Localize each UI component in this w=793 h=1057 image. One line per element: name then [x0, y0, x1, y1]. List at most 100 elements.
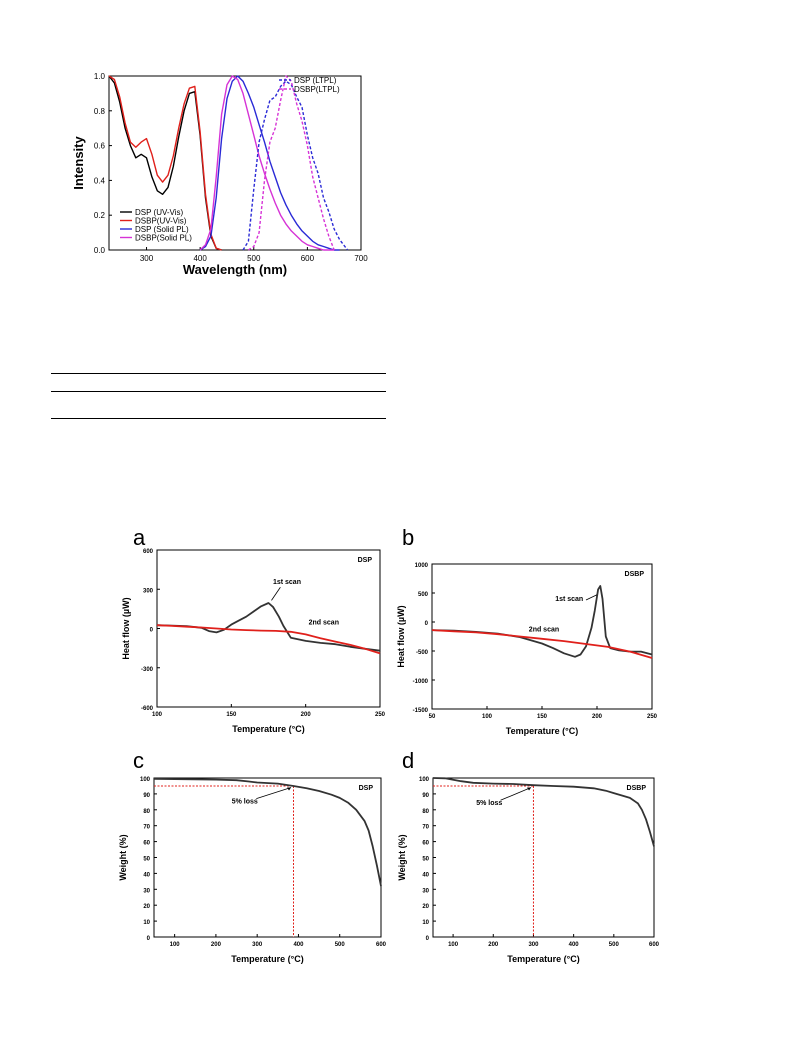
y-tick-label-d: 40 — [422, 872, 429, 878]
y-tick-label-c: 60 — [143, 841, 150, 847]
y-tick-label-c: 90 — [143, 793, 150, 799]
y-tick-label-d: 100 — [419, 777, 430, 783]
y-axis-label-a: Heat flow (µW) — [121, 597, 131, 659]
annotation-1st-scan-b: 1st scan — [555, 596, 583, 603]
x-tick-label-d: 500 — [609, 942, 620, 948]
y-axis-label-c: Weight (%) — [118, 834, 128, 880]
y-tick-label-b: -500 — [416, 650, 429, 656]
annotation-2nd-scan-b: 2nd scan — [529, 626, 559, 633]
x-tick-label-b: 250 — [647, 714, 658, 720]
x-tick-label-c: 300 — [252, 942, 263, 948]
x-tick-label-spectra: 600 — [301, 254, 315, 263]
x-tick-label-c: 400 — [293, 942, 304, 948]
table-top-rule — [51, 373, 386, 374]
x-tick-label-spectra: 500 — [247, 254, 261, 263]
series-line-spectra-1 — [108, 75, 222, 251]
legend-label-right-1: DSBP(LTPL) — [294, 85, 340, 94]
annotation-arrowhead-c — [287, 787, 292, 791]
x-axis-label-c: Temperature (°C) — [231, 954, 303, 964]
y-tick-label-d: 60 — [422, 841, 429, 847]
y-tick-label-a: 300 — [143, 588, 154, 594]
annotation-arrow-d — [500, 787, 532, 801]
legend-label-0: DSP (UV-Vis) — [135, 208, 183, 217]
x-tick-label-d: 200 — [488, 942, 499, 948]
y-tick-label-d: 10 — [422, 920, 429, 926]
chart-c: 100 200 300 400 500 600 0 10 20 30 40 50 60 70 80 90 100… — [118, 777, 387, 964]
chart-d: 100 200 300 400 500 600 0 10 20 30 40 50 60 70 80 90 100… — [397, 777, 660, 964]
y-tick-label-c: 100 — [140, 777, 151, 783]
x-tick-label-b: 50 — [429, 714, 436, 720]
annotation-loss-d: 5% loss — [476, 800, 502, 807]
x-tick-label-a: 250 — [375, 712, 386, 718]
y-tick-label-b: 500 — [418, 592, 429, 598]
x-tick-label-c: 600 — [376, 942, 387, 948]
series-line-spectra-5 — [248, 75, 335, 251]
series-line-b-0 — [431, 585, 653, 658]
legend-label-right-0: DSP (LTPL) — [294, 76, 337, 85]
series-line-c-0 — [153, 777, 382, 887]
annotation-arrow-b — [585, 594, 598, 601]
y-tick-label-c: 30 — [143, 888, 150, 894]
y-tick-label-spectra: 0.6 — [94, 142, 106, 151]
y-tick-label-d: 30 — [422, 888, 429, 894]
y-tick-label-b: -1500 — [413, 708, 429, 714]
x-tick-label-c: 100 — [170, 942, 181, 948]
y-tick-label-d: 20 — [422, 904, 429, 910]
panel-letter-b: b — [402, 525, 414, 550]
x-tick-label-a: 200 — [301, 712, 312, 718]
plot-frame-a — [156, 549, 381, 708]
y-tick-label-a: 0 — [150, 628, 154, 634]
annotation-arrow-a — [271, 587, 281, 601]
x-tick-label-spectra: 700 — [354, 254, 368, 263]
y-axis-label-spectra: Intensity — [71, 136, 86, 190]
x-tick-label-a: 100 — [152, 712, 163, 718]
plot-frame-spectra — [108, 75, 362, 251]
sample-label-d: DSBP — [627, 785, 647, 792]
series-line-spectra-3 — [199, 75, 335, 251]
x-axis-label-b: Temperature (°C) — [506, 726, 578, 736]
table-mid-rule — [51, 391, 386, 392]
y-tick-label-c: 10 — [143, 920, 150, 926]
chart-spectra: 300 400 500 600 700 0.0 0.2 0.4 0.6 0.8 1.0 Wavelen… — [71, 72, 368, 277]
x-axis-label-spectra: Wavelength (nm) — [183, 262, 287, 277]
y-tick-label-d: 70 — [422, 825, 429, 831]
y-tick-label-c: 80 — [143, 809, 150, 815]
chart-a: 100 150 200 250 -600 -300 0 300 600 Temperature (… — [121, 549, 386, 734]
table-bottom-rule — [51, 418, 386, 419]
panel-letter-c: c — [133, 748, 144, 773]
x-tick-label-d: 300 — [528, 942, 539, 948]
legend-label-3: DSBP(Solid PL) — [135, 234, 192, 243]
y-tick-label-c: 40 — [143, 872, 150, 878]
y-tick-label-c: 20 — [143, 904, 150, 910]
panel-letter-a: a — [133, 525, 146, 550]
y-tick-label-d: 90 — [422, 793, 429, 799]
sample-label-c: DSP — [359, 785, 374, 792]
x-tick-label-spectra: 300 — [140, 254, 154, 263]
annotation-loss-c: 5% loss — [232, 798, 258, 805]
x-tick-label-b: 100 — [482, 714, 493, 720]
y-tick-label-c: 0 — [147, 936, 151, 942]
plot-frame-d — [432, 777, 655, 938]
x-tick-label-a: 150 — [226, 712, 237, 718]
legend-label-2: DSP (Solid PL) — [135, 225, 189, 234]
x-tick-label-d: 600 — [649, 942, 660, 948]
y-tick-label-b: 1000 — [415, 563, 429, 569]
y-axis-label-d: Weight (%) — [397, 834, 407, 880]
sample-label-b: DSBP — [625, 571, 645, 578]
y-tick-label-spectra: 0.4 — [94, 176, 106, 185]
sample-label-a: DSP — [358, 557, 373, 564]
x-tick-label-c: 500 — [335, 942, 346, 948]
y-axis-label-b: Heat flow (µW) — [396, 605, 406, 667]
x-tick-label-b: 200 — [592, 714, 603, 720]
x-tick-label-d: 100 — [448, 942, 459, 948]
plot-frame-b — [431, 563, 653, 710]
y-tick-label-spectra: 0.8 — [94, 107, 106, 116]
series-line-spectra-2 — [199, 75, 340, 251]
y-tick-label-a: -300 — [141, 667, 154, 673]
y-tick-label-b: -1000 — [413, 679, 429, 685]
x-tick-label-c: 200 — [211, 942, 222, 948]
y-tick-label-a: 600 — [143, 549, 154, 555]
annotation-2nd-scan-a: 2nd scan — [309, 620, 339, 627]
chart-b: 50 100 150 200 250 -1500 -1000 -500 0 500 1000 Temp… — [396, 563, 658, 736]
